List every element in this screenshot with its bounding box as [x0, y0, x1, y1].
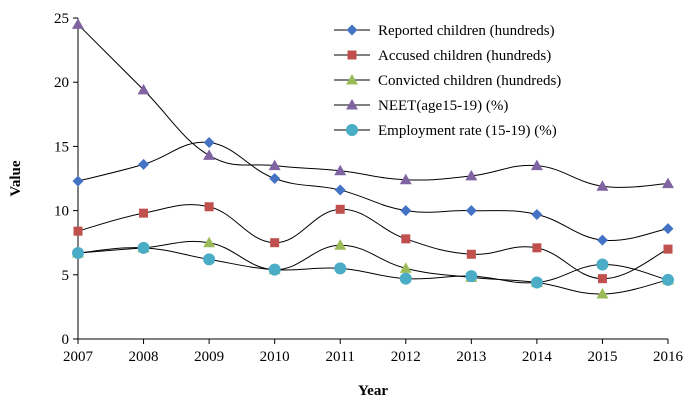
- data-point: [465, 270, 478, 283]
- legend-entry: Employment rate (15-19) (%): [334, 123, 557, 139]
- x-tick-label: 2013: [456, 349, 486, 365]
- legend-marker: [346, 74, 358, 85]
- data-point: [334, 164, 347, 176]
- legend-label: Accused children (hundreds): [378, 48, 551, 64]
- data-point: [72, 246, 84, 259]
- data-point: [465, 169, 478, 181]
- data-point: [334, 184, 346, 196]
- x-tick-label: 2009: [194, 349, 224, 365]
- series-group: [72, 18, 674, 299]
- data-point: [399, 173, 412, 185]
- data-point: [399, 272, 412, 285]
- series-employment-rate-15-19: [72, 241, 674, 289]
- data-point: [530, 276, 543, 289]
- x-tick-label: 2014: [522, 349, 553, 365]
- legend-entry: NEET(age15-19) (%): [334, 98, 508, 114]
- series-neet-age15-19: [72, 18, 674, 191]
- data-point: [334, 239, 347, 250]
- x-tick-label: 2007: [63, 349, 94, 365]
- y-tick-label: 20: [54, 75, 69, 91]
- x-tick-label: 2008: [129, 349, 159, 365]
- data-point: [72, 18, 84, 29]
- data-point: [532, 243, 542, 253]
- data-point: [596, 180, 609, 191]
- series-reported-children-hundreds: [72, 137, 674, 246]
- y-tick-label: 10: [54, 204, 69, 220]
- x-tick-label: 2011: [325, 349, 354, 365]
- series-line: [77, 141, 669, 242]
- data-point: [662, 177, 674, 189]
- x-tick-label: 2012: [391, 349, 421, 365]
- data-point: [465, 205, 477, 217]
- data-point: [203, 253, 216, 266]
- y-axis-title: Value: [8, 160, 24, 196]
- data-point: [334, 262, 347, 275]
- legend-marker: [346, 124, 358, 136]
- data-point: [335, 204, 345, 214]
- legend-label: Convicted children (hundreds): [378, 73, 561, 89]
- data-point: [203, 137, 215, 149]
- series-line: [77, 204, 669, 280]
- x-tick-label: 2016: [653, 349, 684, 365]
- legend-label: Employment rate (15-19) (%): [378, 123, 557, 139]
- x-tick-label: 2015: [587, 349, 617, 365]
- data-point: [139, 208, 149, 218]
- data-point: [138, 158, 150, 170]
- data-point: [597, 274, 607, 284]
- legend-marker: [346, 99, 358, 110]
- data-point: [663, 244, 673, 254]
- x-tick-label: 2010: [260, 349, 290, 365]
- data-point: [137, 241, 150, 254]
- y-tick-label: 25: [54, 11, 69, 27]
- legend-entry: Convicted children (hundreds): [334, 73, 561, 89]
- data-point: [530, 159, 543, 171]
- data-point: [270, 238, 280, 248]
- series-line: [77, 240, 669, 295]
- series-line: [77, 247, 669, 284]
- y-tick-label: 15: [54, 139, 69, 155]
- data-point: [269, 173, 281, 184]
- data-point: [466, 249, 476, 259]
- legend-entry: Accused children (hundreds): [334, 48, 551, 64]
- data-point: [662, 223, 674, 235]
- y-tick-label: 5: [62, 268, 70, 284]
- data-point: [73, 226, 83, 236]
- data-point: [203, 149, 216, 160]
- legend-entry: Reported children (hundreds): [334, 23, 555, 39]
- data-point: [203, 236, 216, 248]
- data-point: [399, 262, 412, 273]
- series-line: [77, 24, 669, 188]
- legend-marker: [346, 24, 358, 36]
- legend-label: NEET(age15-19) (%): [378, 98, 508, 114]
- legend-marker: [347, 50, 357, 60]
- data-point: [72, 175, 84, 187]
- data-point: [531, 208, 543, 220]
- data-point: [596, 234, 608, 246]
- axes: 0 5 10 15 20 25 2007 2008 2009 2010 2011 2012 2013 20…: [54, 11, 684, 365]
- data-point: [401, 234, 411, 244]
- legend-label: Reported children (hundreds): [378, 23, 555, 39]
- data-point: [400, 205, 412, 217]
- data-point: [268, 159, 281, 171]
- y-tick-label: 0: [62, 332, 70, 348]
- data-point: [596, 258, 609, 271]
- data-point: [204, 202, 214, 212]
- legend: Reported children (hundreds) Accused chil…: [334, 23, 561, 139]
- data-point: [268, 263, 281, 276]
- data-point: [137, 83, 150, 95]
- x-axis-title: Year: [358, 383, 388, 399]
- data-point: [662, 273, 674, 286]
- data-point: [596, 288, 609, 299]
- series-accused-children-hundreds: [73, 202, 673, 284]
